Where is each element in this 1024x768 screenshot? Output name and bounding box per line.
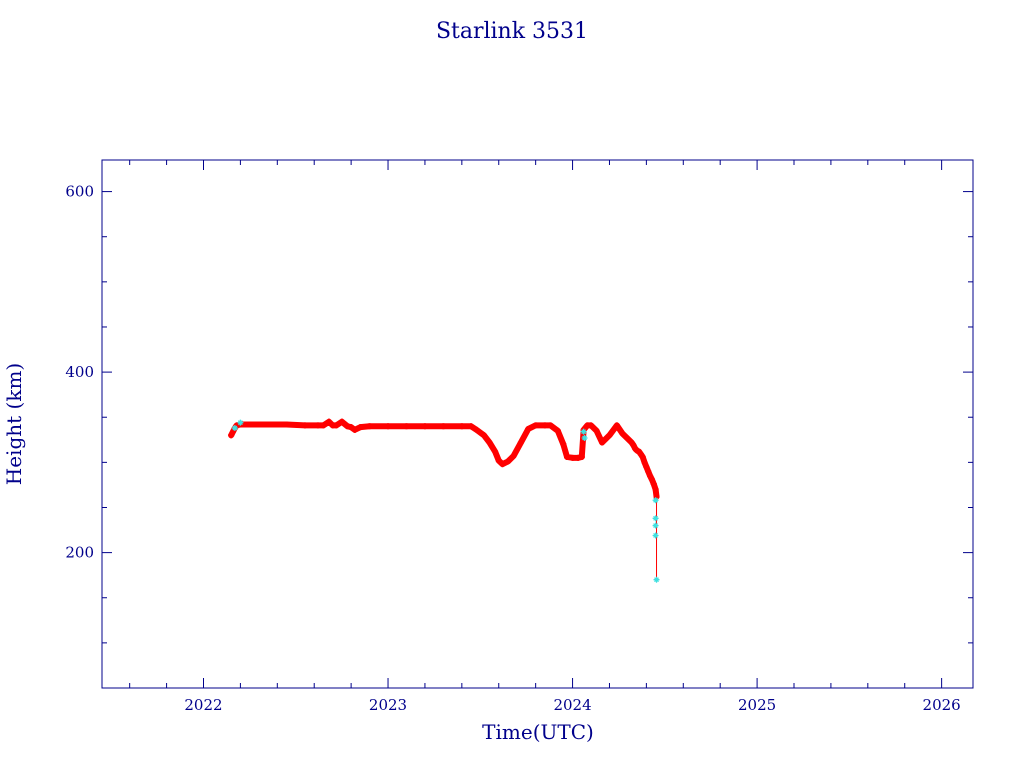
data-point (421, 423, 428, 430)
x-tick-label: 2023 (369, 696, 407, 714)
special-point (580, 428, 587, 435)
data-point (641, 459, 648, 466)
data-point (440, 423, 447, 430)
data-point (333, 422, 340, 429)
special-point (231, 425, 238, 432)
data-point (643, 463, 650, 470)
x-axis-ticks: 2022 2023 2024 2025 2026 (129, 160, 961, 714)
data-point (283, 421, 290, 428)
data-point (499, 461, 506, 468)
data-point (578, 453, 585, 460)
x-tick-label: 2025 (738, 696, 776, 714)
chart-title: Starlink 3531 (436, 19, 588, 44)
data-point (639, 453, 646, 460)
data-point (650, 481, 657, 488)
data-point (588, 422, 595, 429)
data-point (301, 422, 308, 429)
special-point (652, 515, 659, 522)
data-point (547, 422, 554, 429)
data-point (325, 418, 332, 425)
data-point (648, 476, 655, 483)
data-point (480, 432, 487, 439)
data-point (486, 439, 493, 446)
data-point (492, 448, 499, 455)
data-point (647, 472, 654, 479)
data-point (652, 486, 659, 493)
special-point (237, 419, 244, 426)
data-point (228, 432, 235, 439)
data-point (624, 435, 631, 442)
special-point (652, 532, 659, 539)
y-axis-ticks: 200 400 600 (65, 183, 973, 689)
data-point (314, 422, 321, 429)
data-point (320, 422, 327, 429)
data-point (510, 453, 517, 460)
height-trace (228, 418, 660, 500)
data-point (630, 442, 637, 449)
special-point (653, 576, 660, 583)
data-point (645, 468, 652, 475)
data-point (593, 427, 600, 434)
y-axis-label: Height (km) (2, 363, 26, 485)
special-point (581, 434, 588, 441)
data-point (541, 422, 548, 429)
y-tick-label: 600 (65, 183, 94, 201)
data-point (599, 439, 606, 446)
y-tick-label: 400 (65, 363, 94, 381)
data-point (385, 423, 392, 430)
data-point (564, 453, 571, 460)
x-axis-label: Time(UTC) (482, 720, 594, 744)
data-point (265, 421, 272, 428)
data-point (495, 457, 502, 464)
data-point (348, 424, 355, 431)
data-point (403, 423, 410, 430)
data-point (468, 423, 475, 430)
data-point (246, 421, 253, 428)
data-point (458, 423, 465, 430)
plot-frame (101, 159, 974, 689)
data-point (554, 427, 561, 434)
x-tick-label: 2024 (553, 696, 591, 714)
special-point (652, 497, 659, 504)
data-point (619, 430, 626, 437)
data-point (560, 441, 567, 448)
data-point (473, 426, 480, 433)
special-point (652, 522, 659, 529)
data-point (338, 418, 345, 425)
data-point (569, 454, 576, 461)
data-point (525, 425, 532, 432)
data-point (532, 422, 539, 429)
data-point (351, 426, 358, 433)
y-tick-label: 200 (65, 544, 94, 562)
x-tick-label: 2022 (184, 696, 222, 714)
plot-area (228, 418, 660, 583)
data-point (606, 432, 613, 439)
data-point (366, 423, 373, 430)
data-point (357, 424, 364, 431)
data-point (504, 458, 511, 465)
data-point (517, 439, 524, 446)
data-point (613, 422, 620, 429)
x-tick-label: 2026 (923, 696, 961, 714)
